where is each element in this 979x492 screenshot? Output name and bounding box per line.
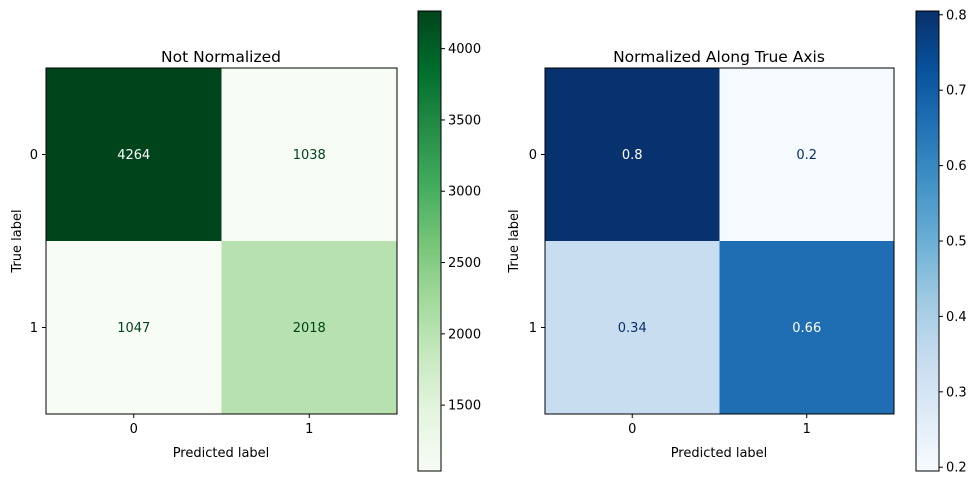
cell-value-label: 1047 xyxy=(117,321,150,336)
colorbar-tick-label: 1500 xyxy=(448,399,481,414)
colorbar-tick-label: 0.5 xyxy=(946,235,967,250)
x-tick-label: 0 xyxy=(628,422,636,437)
heatmap-cell xyxy=(545,241,720,414)
x-tick-label: 1 xyxy=(305,422,313,437)
y-tick-label: 1 xyxy=(30,321,38,336)
cell-value-label: 0.8 xyxy=(622,148,643,163)
heatmap-cell xyxy=(221,241,397,414)
x-axis-label: Predicted label xyxy=(173,446,270,461)
colorbar-ticks: 0.2 0.3 0.4 0.5 0.6 0.7 0.8 xyxy=(939,8,967,476)
confusion-matrix-normalized: Normalized Along True Axis 0.8 0.2 0.34 0.6… xyxy=(507,8,967,475)
y-tick-label: 0 xyxy=(529,148,537,163)
x-tick-label: 0 xyxy=(130,422,138,437)
cell-value-label: 0.34 xyxy=(618,321,647,336)
heatmap-cell xyxy=(719,241,894,414)
colorbar-tick-label: 0.2 xyxy=(946,461,967,476)
colorbar-tick-label: 0.3 xyxy=(946,385,967,400)
colorbar xyxy=(417,10,442,472)
heatmap-cells: 4264 1038 1047 2018 xyxy=(46,68,397,414)
heatmap-cell xyxy=(46,241,222,414)
colorbar-tick-label: 0.8 xyxy=(946,8,967,23)
cell-value-label: 0.2 xyxy=(796,148,817,163)
cell-value-label: 1038 xyxy=(293,148,326,163)
y-tick-label: 0 xyxy=(30,148,38,163)
x-axis-label: Predicted label xyxy=(671,446,768,461)
plot-frame xyxy=(45,67,398,415)
colorbar-tick-label: 0.7 xyxy=(946,84,967,99)
colorbar-tick-label: 0.4 xyxy=(946,310,967,325)
y-axis-label: True label xyxy=(507,209,522,273)
heatmap-cells: 0.8 0.2 0.34 0.66 xyxy=(545,68,894,414)
colorbar-tick-label: 3000 xyxy=(448,185,481,200)
colorbar-tick-label: 2500 xyxy=(448,256,481,271)
y-tick-label: 1 xyxy=(529,321,537,336)
cell-value-label: 0.66 xyxy=(792,321,821,336)
heatmap-cell xyxy=(719,68,894,241)
heatmap-cell xyxy=(545,68,720,241)
y-axis-ticks: 01 xyxy=(529,148,545,336)
colorbar xyxy=(915,10,940,472)
colorbar-ticks: 1500 2000 2500 3000 3500 4000 xyxy=(441,42,481,414)
plot-frame xyxy=(544,67,895,415)
cell-value-label: 4264 xyxy=(117,148,150,163)
colorbar-tick-label: 4000 xyxy=(448,42,481,57)
colorbar-tick-label: 3500 xyxy=(448,113,481,128)
y-axis-ticks: 01 xyxy=(30,148,46,336)
y-axis-label: True label xyxy=(10,209,25,273)
x-tick-label: 1 xyxy=(803,422,811,437)
heatmap-cell xyxy=(221,68,397,241)
chart-title: Not Normalized xyxy=(161,48,281,66)
chart-title: Normalized Along True Axis xyxy=(613,48,825,66)
colorbar-tick-label: 2000 xyxy=(448,327,481,342)
heatmap-cell xyxy=(46,68,222,241)
cell-value-label: 2018 xyxy=(293,321,326,336)
colorbar-tick-label: 0.6 xyxy=(946,159,967,174)
